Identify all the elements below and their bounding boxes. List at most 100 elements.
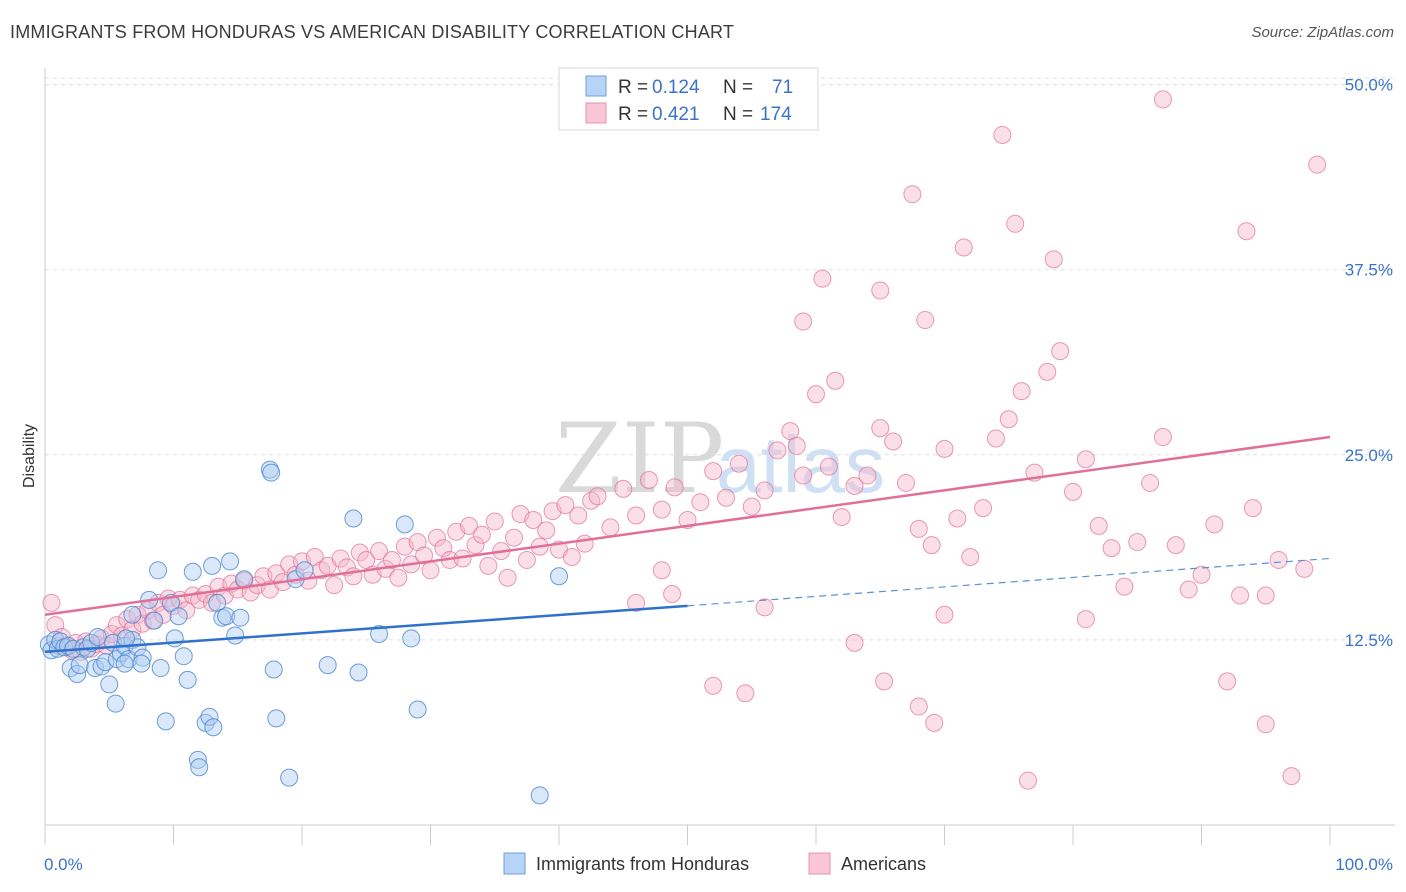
americans-point xyxy=(813,269,832,288)
americans-point xyxy=(575,534,594,553)
bottom-legend-label-1: Immigrants from Honduras xyxy=(536,854,749,874)
americans-point xyxy=(935,605,954,624)
americans-point xyxy=(614,479,633,498)
honduras-point xyxy=(262,463,281,482)
americans-point xyxy=(858,466,877,485)
americans-point xyxy=(755,481,774,500)
americans-point xyxy=(627,593,646,612)
honduras-point xyxy=(188,750,207,769)
honduras-point xyxy=(370,624,389,643)
americans-point xyxy=(819,457,838,476)
tick-labels: 12.5% 25.0% 37.5% 50.0% 0.0% 100.0% xyxy=(44,76,1393,874)
americans-point xyxy=(781,422,800,441)
americans-point xyxy=(357,550,376,569)
americans-point xyxy=(875,672,894,691)
honduras-point xyxy=(217,607,236,626)
honduras-point xyxy=(156,712,175,731)
y-tick-label: 12.5% xyxy=(1345,631,1393,650)
americans-point xyxy=(1019,771,1038,790)
honduras-point xyxy=(221,552,240,571)
bottom-legend-label-2: Americans xyxy=(841,854,926,874)
honduras-trend-line xyxy=(44,604,688,653)
americans-point xyxy=(1012,382,1031,401)
americans-point xyxy=(665,478,684,497)
honduras-point xyxy=(264,660,283,679)
legend-r-label-1: R = xyxy=(618,77,648,98)
americans-point xyxy=(832,508,851,526)
honduras-point xyxy=(318,656,337,675)
americans-point xyxy=(415,546,434,565)
americans-point xyxy=(1044,250,1063,269)
americans-point xyxy=(325,576,344,595)
americans-point xyxy=(133,614,152,633)
americans-point xyxy=(1102,539,1121,558)
honduras-point xyxy=(402,629,421,648)
americans-point xyxy=(331,549,350,568)
americans-point xyxy=(999,410,1018,429)
americans-point xyxy=(1166,536,1185,555)
honduras-point xyxy=(149,561,168,580)
y-tick-label: 25.0% xyxy=(1345,446,1393,465)
americans-point xyxy=(845,633,864,652)
bottom-legend-swatch-blue xyxy=(503,852,526,875)
americans-point xyxy=(807,385,825,404)
y-tick-label: 50.0% xyxy=(1345,76,1393,95)
honduras-point xyxy=(165,629,184,648)
americans-point xyxy=(569,506,588,525)
honduras-point xyxy=(226,626,245,645)
americans-point xyxy=(1231,586,1250,605)
americans-point xyxy=(794,312,813,331)
legend-swatch-blue xyxy=(585,75,607,97)
honduras-point xyxy=(145,611,164,630)
americans-point xyxy=(128,605,147,624)
honduras-point xyxy=(70,656,89,675)
americans-point xyxy=(1269,550,1288,569)
americans-point xyxy=(925,713,944,732)
americans-point xyxy=(42,593,61,612)
honduras-point xyxy=(115,654,134,673)
source-label: Source: ZipAtlas.com xyxy=(1251,24,1394,41)
americans-point xyxy=(389,568,408,587)
honduras-point xyxy=(260,460,279,479)
americans-point xyxy=(935,439,954,458)
honduras-point xyxy=(550,567,568,586)
honduras-point xyxy=(190,758,209,777)
legend-n-label-1: N = xyxy=(723,77,753,98)
americans-point xyxy=(1064,482,1082,501)
americans-point xyxy=(524,510,543,529)
americans-point xyxy=(1089,516,1108,535)
honduras-point xyxy=(231,608,250,627)
x-tick-label: 0.0% xyxy=(44,855,83,874)
americans-point xyxy=(1243,499,1262,518)
honduras-point xyxy=(200,707,219,726)
americans-point xyxy=(466,536,485,555)
americans-point xyxy=(562,547,581,566)
americans-point xyxy=(479,556,498,575)
americans-point xyxy=(1179,580,1198,599)
americans-point xyxy=(1237,222,1256,241)
americans-point xyxy=(884,432,903,451)
legend-box: R = 0.124 N = 71 R = 0.421 N = 174 xyxy=(558,67,819,131)
americans-point xyxy=(755,598,774,617)
honduras-point xyxy=(204,718,223,737)
trend-lines xyxy=(44,435,1331,653)
americans-point xyxy=(1115,577,1134,596)
americans-point xyxy=(1006,214,1025,233)
americans-point xyxy=(974,499,993,518)
bottom-legend: Immigrants from Honduras Americans xyxy=(503,852,926,875)
americans-point xyxy=(627,506,646,525)
y-tick-label: 37.5% xyxy=(1345,261,1393,280)
chart-title: IMMIGRANTS FROM HONDURAS VS AMERICAN DIS… xyxy=(10,22,735,42)
americans-point xyxy=(537,521,556,540)
americans-point xyxy=(736,684,755,703)
americans-point xyxy=(768,441,787,460)
americans-point xyxy=(922,536,941,555)
grid-lines xyxy=(45,77,1395,641)
americans-point xyxy=(1205,515,1224,534)
americans-points xyxy=(42,90,1327,790)
honduras-point xyxy=(408,700,427,719)
legend-r-label-2: R = xyxy=(618,104,648,125)
americans-point xyxy=(1128,533,1147,552)
americans-point xyxy=(517,550,536,569)
americans-point xyxy=(485,512,504,531)
